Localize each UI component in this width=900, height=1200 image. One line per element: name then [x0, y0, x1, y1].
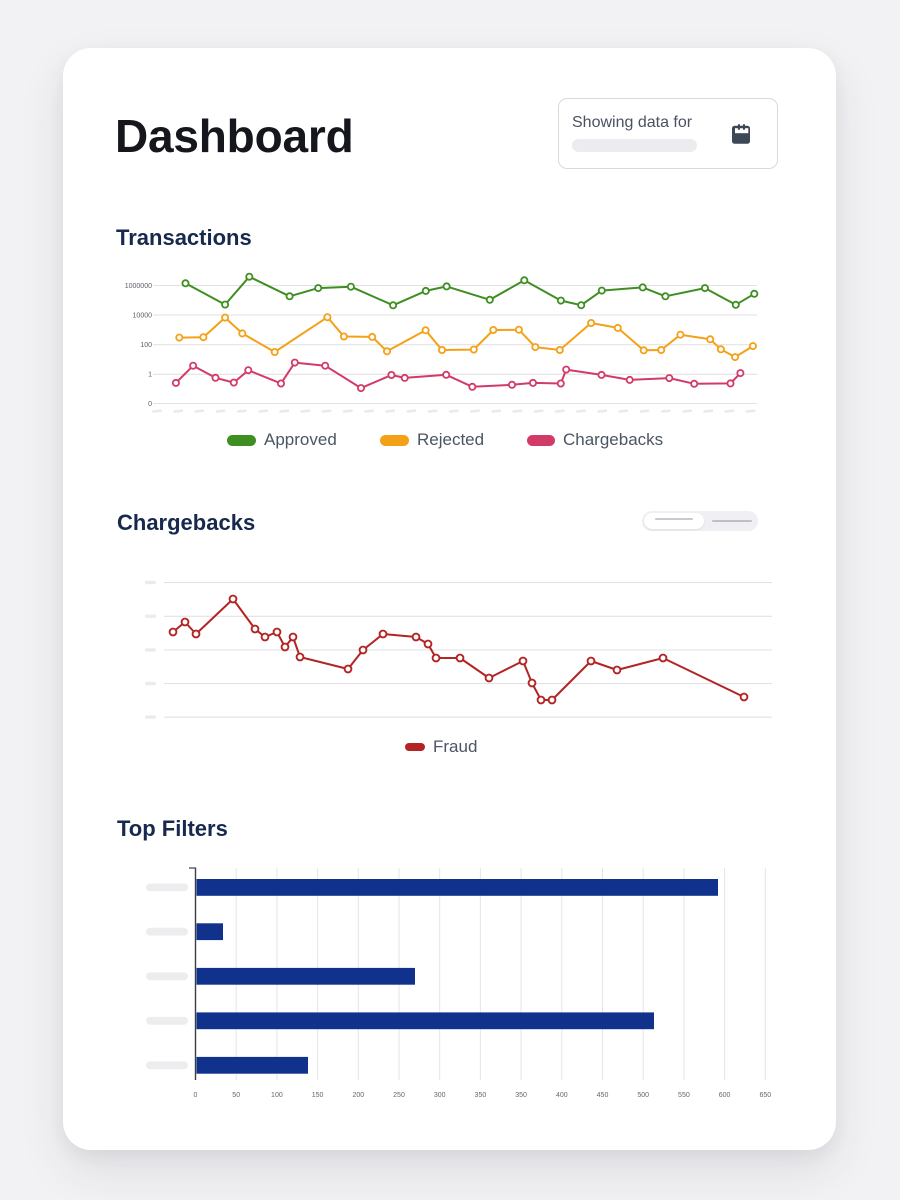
svg-text:100: 100: [271, 1092, 283, 1099]
svg-text:450: 450: [597, 1092, 609, 1099]
svg-text:300: 300: [434, 1092, 446, 1099]
svg-text:50: 50: [232, 1092, 240, 1099]
svg-text:10000: 10000: [133, 312, 153, 319]
svg-text:550: 550: [678, 1092, 690, 1099]
svg-text:650: 650: [759, 1092, 771, 1099]
svg-text:200: 200: [352, 1092, 364, 1099]
svg-text:250: 250: [393, 1092, 405, 1099]
svg-text:0: 0: [148, 401, 152, 408]
svg-text:1000000: 1000000: [125, 283, 152, 290]
svg-text:500: 500: [637, 1092, 649, 1099]
svg-text:150: 150: [312, 1092, 324, 1099]
svg-text:100: 100: [140, 342, 152, 349]
svg-text:1: 1: [148, 372, 152, 379]
svg-text:600: 600: [719, 1092, 731, 1099]
svg-text:350: 350: [475, 1092, 487, 1099]
svg-text:400: 400: [556, 1092, 568, 1099]
svg-text:0: 0: [194, 1092, 198, 1099]
svg-text:350: 350: [515, 1092, 527, 1099]
